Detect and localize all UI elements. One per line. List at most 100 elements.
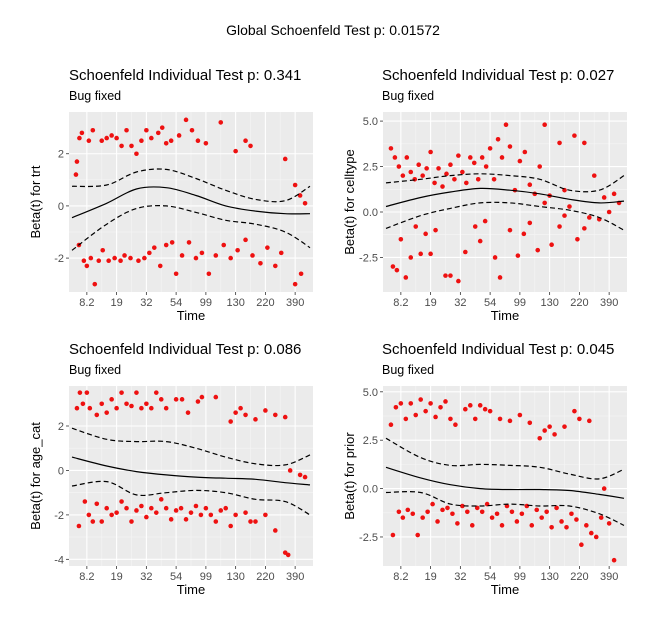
residual-point (443, 273, 448, 278)
residual-point (250, 253, 255, 258)
residual-point (213, 519, 219, 524)
residual-point (124, 505, 129, 511)
residual-point (189, 127, 195, 133)
residual-point (491, 176, 497, 182)
residual-point (173, 508, 179, 513)
upper-band-line (71, 168, 311, 203)
x-tick-label: 390 (286, 571, 304, 583)
y-tick-label: -2 (54, 510, 64, 522)
residual-point (114, 510, 119, 515)
residual-point (400, 173, 406, 178)
residual-point (263, 408, 268, 413)
residual-point (183, 117, 189, 123)
residual-point (112, 255, 117, 261)
residual-point (408, 401, 414, 406)
y-tick-label: 2 (58, 421, 64, 433)
residual-point (413, 224, 419, 229)
residual-point (479, 509, 485, 515)
residual-point (243, 412, 248, 418)
x-tick-label: 220 (256, 571, 274, 583)
residual-point (534, 507, 540, 513)
residual-point (238, 405, 243, 411)
residual-point (203, 141, 209, 146)
residual-point (450, 511, 455, 517)
panel-title: Schoenfeld Individual Test p: 0.086 (69, 341, 301, 358)
residual-point (497, 275, 503, 280)
residual-point (527, 220, 533, 226)
residual-point (606, 521, 612, 526)
residual-point (549, 242, 554, 248)
residual-point (587, 418, 592, 424)
panel-subtitle: Bug fixed (382, 89, 434, 103)
residual-point (398, 236, 404, 242)
residual-point (577, 416, 582, 422)
residual-point (557, 224, 562, 229)
residual-point (552, 432, 557, 437)
residual-point (136, 258, 141, 263)
residual-point (452, 176, 457, 182)
residual-point (396, 164, 402, 169)
x-tick-label: 99 (514, 571, 526, 583)
residual-point (477, 403, 483, 408)
residual-point (106, 258, 111, 263)
residual-point (507, 144, 513, 149)
residual-point (448, 273, 453, 278)
residual-point (73, 172, 79, 177)
residual-point (562, 213, 567, 218)
y-tick-label: 2 (58, 149, 64, 161)
residual-point (253, 519, 258, 524)
residual-point (430, 501, 435, 507)
residual-point (507, 418, 513, 424)
x-tick-label: 99 (200, 571, 212, 583)
residual-point (428, 401, 433, 406)
x-tick-label: 32 (454, 571, 466, 583)
residual-point (428, 149, 433, 155)
residual-point (118, 258, 123, 263)
x-tick-label: 220 (570, 297, 588, 309)
residual-point (436, 166, 441, 171)
residual-point (418, 397, 423, 402)
residual-point (514, 519, 520, 524)
residual-point (193, 255, 199, 261)
x-tick-label: 130 (226, 571, 244, 583)
residual-point (282, 414, 288, 420)
residual-point (467, 403, 473, 408)
residual-point (467, 155, 473, 160)
residual-point (420, 173, 425, 178)
residual-point (149, 505, 154, 511)
lower-band-line (71, 480, 311, 516)
residual-point (82, 499, 88, 504)
residual-point (134, 151, 139, 157)
residual-point (423, 408, 428, 414)
residual-point (435, 519, 440, 524)
x-tick-label: 54 (484, 571, 496, 583)
residual-point (109, 397, 114, 402)
x-tick-label: 220 (570, 571, 588, 583)
y-axis-label: Beta(t) for age_cat (28, 422, 43, 530)
residual-point (455, 521, 460, 526)
residual-point (169, 240, 175, 245)
residual-point (163, 405, 169, 411)
residual-point (425, 509, 430, 515)
panel-title: Schoenfeld Individual Test p: 0.045 (382, 341, 614, 358)
x-tick-label: 99 (514, 297, 526, 309)
residual-point (469, 523, 475, 528)
residual-point (206, 271, 212, 277)
residual-point (403, 416, 409, 422)
residual-point (77, 390, 83, 395)
residual-point (128, 255, 133, 261)
residual-point (186, 240, 192, 245)
residual-point (537, 435, 543, 441)
residual-point (243, 138, 248, 143)
residual-point (243, 237, 248, 243)
residual-point (285, 552, 291, 558)
panel-subtitle: Bug fixed (382, 363, 434, 377)
residual-point (503, 122, 509, 128)
residual-point (86, 138, 92, 143)
y-tick-label: 0.0 (363, 484, 378, 496)
residual-point (529, 523, 535, 528)
residual-point (203, 505, 209, 511)
y-tick-label: 0 (58, 465, 64, 477)
x-tick-label: 8.2 (79, 297, 94, 309)
residual-point (495, 136, 501, 142)
